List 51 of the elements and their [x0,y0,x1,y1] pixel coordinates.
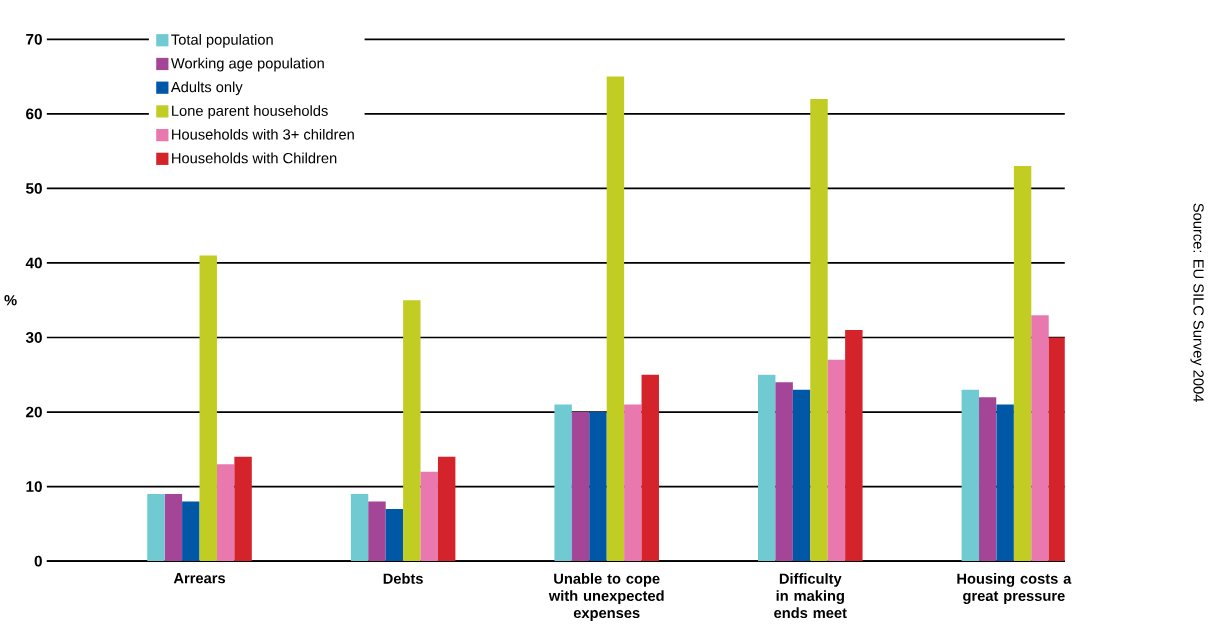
y-tick-label: 70 [26,33,42,45]
bar [1048,337,1065,562]
x-tick-label: Difficulty in making ends meet [774,573,847,619]
bar [758,374,776,562]
y-tick-label: 0 [34,555,42,567]
legend-label: Lone parent households [172,105,328,119]
bar [554,404,572,562]
y-tick-label: 40 [25,257,42,269]
bar [437,456,456,562]
bar [792,389,811,562]
bar [1031,315,1049,562]
bar [979,397,997,562]
bar [775,382,793,562]
bar [164,493,183,562]
bar [199,255,217,562]
bar [606,76,625,562]
bar [996,404,1014,562]
bar [827,359,846,562]
legend-label: Total population [171,33,273,48]
bar [845,329,863,562]
bar [571,411,590,562]
source-note: Source: EU SILC Survey 2004 [1190,203,1204,402]
bar [420,471,438,562]
bar [589,411,607,562]
bar [624,404,642,562]
bar [182,501,200,562]
x-tick-label: Unable to cope with unexpected expenses [548,573,664,621]
y-tick-label: 30 [25,332,42,343]
x-tick-label: Housing costs a great pressure [957,573,1072,604]
bar [368,501,386,562]
bar [234,456,252,562]
y-tick-label: 10 [26,481,42,492]
legend-label: Adults only [170,81,243,96]
x-tick-label: Arrears [173,573,226,584]
legend-label: Households with 3+ children [172,128,354,140]
legend-label: Households with Children [172,152,337,164]
bar [147,493,165,562]
bar [1013,166,1032,562]
y-tick-label: 50 [26,182,42,194]
bar [641,374,659,562]
legend-label: Working age population [170,57,324,72]
bar [350,493,369,562]
y-tick-label: 20 [26,406,42,418]
y-tick-label: 60 [26,108,42,120]
x-tick-label: Debts [383,573,423,584]
bar [961,389,980,562]
bar [216,464,235,562]
bar [810,98,828,562]
bar [385,508,404,562]
y-axis-title: % [4,295,17,306]
bar [403,300,421,562]
